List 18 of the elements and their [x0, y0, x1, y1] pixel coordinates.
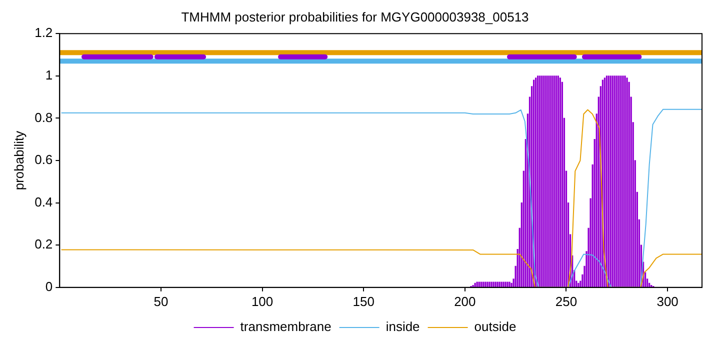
y-tick-label: 0.4: [34, 194, 53, 210]
y-tick-label: 0: [45, 278, 53, 294]
y-tick-label: 0.6: [34, 152, 53, 168]
x-tick-label: 150: [352, 294, 374, 309]
x-tick-label: 300: [656, 294, 678, 309]
x-tick-label: 250: [555, 294, 578, 309]
y-tick-label: 1: [45, 67, 53, 82]
legend-label: outside: [474, 319, 516, 334]
x-tick-label: 50: [154, 294, 168, 309]
y-tick-label: 1.2: [34, 25, 53, 40]
x-tick-label: 200: [454, 294, 476, 309]
legend-label: inside: [386, 319, 420, 334]
chart-title: TMHMM posterior probabilities for MGYG000003938_00513: [181, 9, 529, 24]
y-tick-label: 0.8: [34, 110, 53, 125]
x-tick-label: 100: [251, 294, 274, 309]
y-axis-title: probability: [11, 130, 26, 190]
legend-label: transmembrane: [240, 319, 332, 334]
y-tick-label: 0.2: [34, 236, 53, 252]
